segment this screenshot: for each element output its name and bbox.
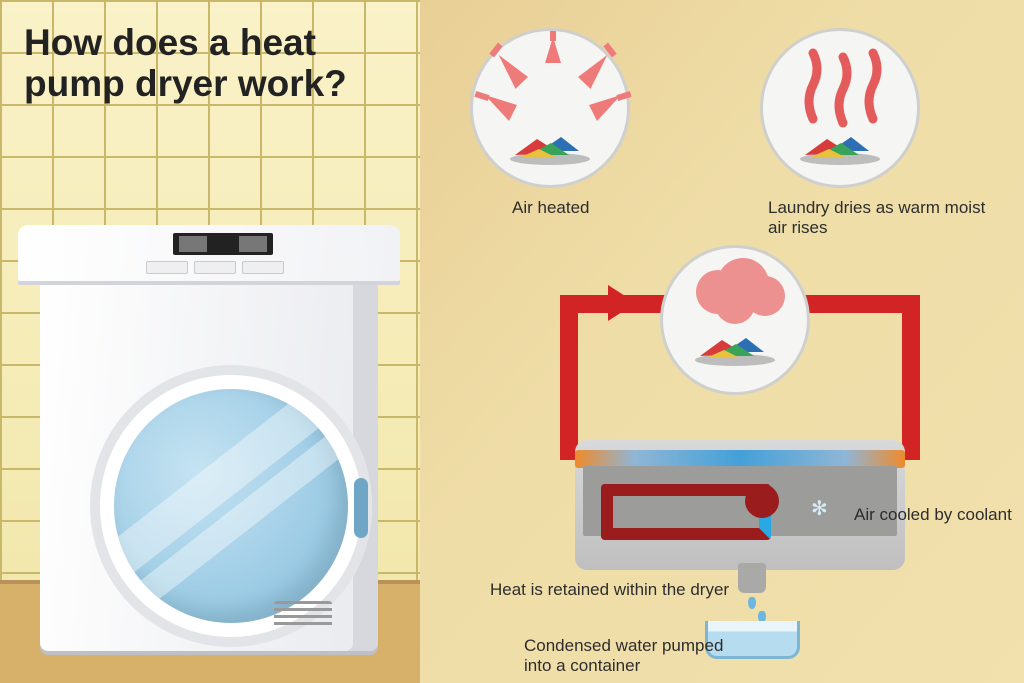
infographic-canvas: How does a heat pump dryer work? (0, 0, 1024, 683)
step-circle-laundry-dries (760, 28, 920, 188)
label-air-cooled: Air cooled by coolant (854, 505, 1014, 525)
dryer-illustration (18, 225, 400, 655)
snowflake-icon: ✻ (811, 496, 828, 521)
dryer-top-panel (18, 225, 400, 281)
dryer-door-glass (114, 389, 348, 623)
dryer-handle (354, 478, 368, 538)
label-heat-retained: Heat is retained within the dryer (490, 580, 750, 600)
flow-arrow-icon (608, 285, 636, 321)
label-air-heated: Air heated (512, 198, 590, 218)
step-circle-air-heated (470, 28, 630, 188)
dryer-button (146, 261, 188, 274)
label-laundry-dries: Laundry dries as warm moist air rises (768, 198, 988, 237)
dryer-display (173, 233, 273, 255)
heat-waves-icon (763, 31, 923, 191)
page-title: How does a heat pump dryer work? (24, 22, 404, 105)
dryer-vent (274, 601, 332, 629)
steam-cloud-icon (663, 248, 813, 398)
label-condensed-water: Condensed water pumped into a container (524, 636, 744, 675)
dryer-body (40, 273, 378, 651)
pipe-right (902, 295, 920, 460)
laundry-pile-icon (692, 328, 778, 366)
left-panel: How does a heat pump dryer work? (0, 0, 420, 683)
dryer-button (194, 261, 236, 274)
pipe-left (560, 295, 578, 460)
refrigerant-loop (601, 484, 771, 540)
dryer-button (242, 261, 284, 274)
compressor-knob (745, 484, 779, 518)
step-circle-steam (660, 245, 810, 395)
inward-arrows-icon (473, 31, 633, 191)
